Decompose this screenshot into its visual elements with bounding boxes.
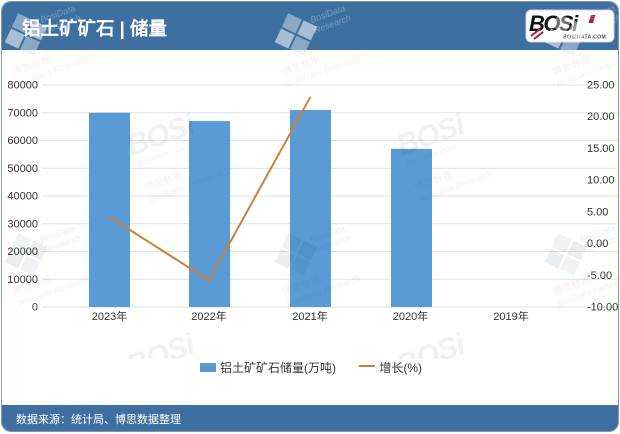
svg-text:10.00: 10.00 <box>587 175 615 187</box>
svg-text:2021年: 2021年 <box>292 309 327 323</box>
svg-text:30000: 30000 <box>7 218 38 230</box>
svg-text:70000: 70000 <box>7 107 38 119</box>
svg-text:20000: 20000 <box>7 246 38 258</box>
svg-text:20.00: 20.00 <box>587 111 615 123</box>
svg-text:40000: 40000 <box>7 191 38 203</box>
svg-text:50000: 50000 <box>7 163 38 175</box>
svg-text:2023年: 2023年 <box>92 309 127 323</box>
svg-text:BOSIDATA.COM: BOSIDATA.COM <box>563 35 606 41</box>
svg-text:5.00: 5.00 <box>587 206 608 218</box>
svg-text:2020年: 2020年 <box>393 309 428 323</box>
svg-text:15.00: 15.00 <box>587 143 615 155</box>
svg-text:-5.00: -5.00 <box>587 270 612 282</box>
svg-text:80000: 80000 <box>7 80 38 92</box>
svg-text:10000: 10000 <box>7 274 38 286</box>
svg-text:0: 0 <box>32 302 38 314</box>
svg-text:2019年: 2019年 <box>493 309 528 323</box>
svg-text:60000: 60000 <box>7 135 38 147</box>
svg-text:2022年: 2022年 <box>191 309 226 323</box>
svg-text:25.00: 25.00 <box>587 80 615 92</box>
svg-text:-10.00: -10.00 <box>587 302 618 314</box>
svg-text:0.00: 0.00 <box>587 238 608 250</box>
